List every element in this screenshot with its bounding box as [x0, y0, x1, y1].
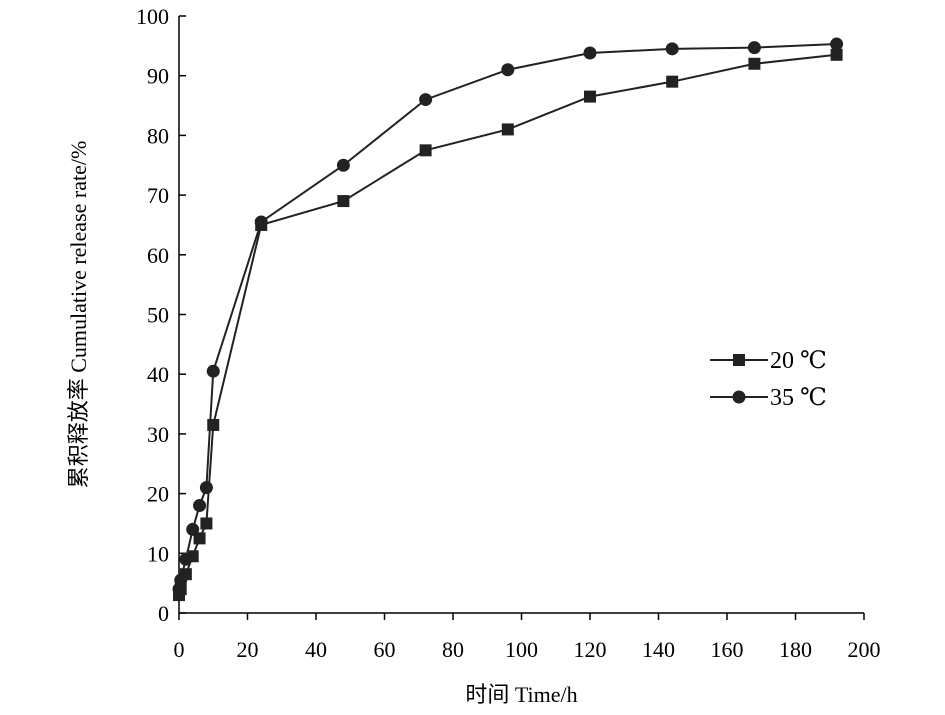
data-point — [199, 481, 213, 495]
data-point — [200, 517, 213, 530]
data-point — [419, 144, 432, 157]
y-axis-title: 累积释放率 Cumulative release rate/% — [66, 141, 91, 489]
series-1 — [172, 37, 844, 596]
series-layer — [172, 37, 844, 602]
series-0 — [173, 48, 843, 602]
data-point — [254, 215, 268, 229]
y-tick-label: 10 — [147, 541, 169, 566]
x-tick-label: 60 — [374, 637, 396, 662]
x-axis-ticks: 0 20 40 60 80 100 120 140 160 180 200 — [174, 613, 881, 662]
axes — [178, 16, 864, 614]
data-point — [419, 93, 433, 107]
series-line — [178, 53, 837, 596]
x-tick-label: 20 — [237, 637, 259, 662]
x-tick-label: 40 — [305, 637, 327, 662]
data-point — [186, 522, 200, 536]
x-tick-label: 140 — [642, 637, 675, 662]
data-point — [193, 499, 207, 513]
x-tick-label: 120 — [574, 637, 607, 662]
legend-marker — [733, 354, 745, 366]
y-tick-label: 100 — [136, 4, 169, 29]
x-tick-label: 0 — [174, 637, 185, 662]
legend-item: 20 ℃ — [710, 348, 827, 374]
data-point — [337, 195, 350, 208]
y-tick-label: 20 — [147, 482, 169, 507]
x-tick-label: 160 — [711, 637, 744, 662]
data-point — [501, 63, 515, 77]
data-point — [666, 75, 679, 88]
data-point — [206, 364, 220, 378]
data-point — [501, 123, 514, 136]
y-tick-label: 60 — [147, 243, 169, 268]
data-point — [174, 573, 188, 587]
y-tick-label: 40 — [147, 362, 169, 387]
data-point — [583, 46, 597, 60]
legend-item: 35 ℃ — [710, 385, 827, 411]
y-tick-label: 90 — [147, 64, 169, 89]
legend-label: 20 ℃ — [770, 348, 827, 374]
legend: 20 ℃ 35 ℃ — [710, 348, 827, 411]
data-point — [747, 41, 761, 55]
x-tick-label: 200 — [848, 637, 881, 662]
y-tick-label: 30 — [147, 422, 169, 447]
y-tick-label: 0 — [158, 601, 169, 626]
legend-marker — [732, 390, 746, 404]
data-point — [584, 90, 596, 103]
data-point — [336, 158, 350, 172]
data-point — [665, 42, 679, 56]
x-tick-label: 100 — [505, 637, 538, 662]
legend-label: 35 ℃ — [770, 385, 827, 411]
data-point — [179, 552, 193, 566]
x-tick-label: 80 — [442, 637, 464, 662]
data-point — [193, 532, 206, 545]
data-point — [830, 37, 844, 51]
y-tick-label: 80 — [147, 123, 169, 148]
data-point — [748, 57, 761, 70]
y-tick-label: 50 — [147, 303, 169, 328]
data-point — [830, 48, 843, 61]
y-axis-ticks: 0 10 20 30 40 50 60 70 80 90 100 — [136, 4, 186, 626]
y-tick-label: 70 — [147, 183, 169, 208]
x-axis-title: 时间 Time/h — [465, 682, 577, 707]
x-tick-label: 180 — [779, 637, 812, 662]
